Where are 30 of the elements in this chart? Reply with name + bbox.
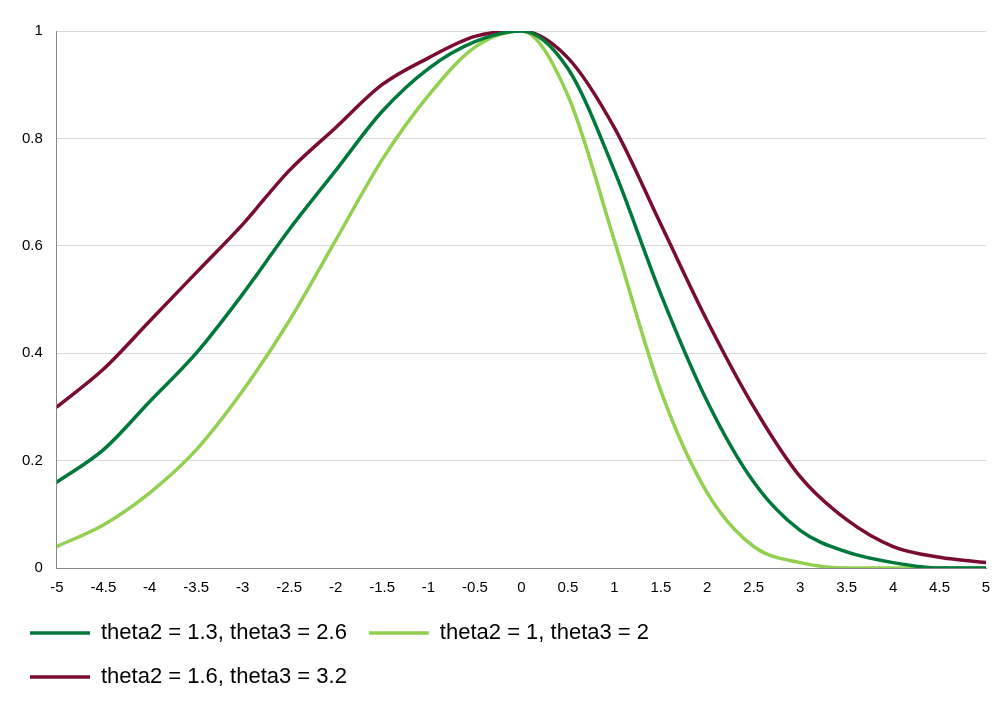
y-tick-label: 0.2 [21, 450, 43, 468]
legend-label: theta2 = 1.3, theta3 = 2.6 [101, 619, 347, 645]
y-tick-label: 0.6 [21, 235, 43, 253]
x-tick-label: 1 [610, 578, 619, 596]
y-tick-label: 0.4 [21, 343, 43, 361]
x-tick-label: -4 [143, 578, 157, 596]
x-tick-label: 2.5 [743, 578, 765, 596]
x-tick-label: 3 [796, 578, 805, 596]
x-tick-label: -5 [50, 578, 64, 596]
x-tick-label: -3.5 [183, 578, 210, 596]
x-tick-label: 5 [981, 578, 991, 596]
x-tick-label: -4.5 [90, 578, 117, 596]
x-tick-label: 4.5 [929, 578, 950, 596]
x-tick-label: -0.5 [462, 578, 488, 596]
x-tick-label: 2 [703, 578, 712, 596]
x-tick-label: -1 [421, 578, 436, 596]
x-tick-label: 4 [888, 578, 898, 596]
y-tick-label: 0 [34, 558, 43, 576]
x-tick-label: -1.5 [369, 578, 395, 596]
x-tick-label: -2 [328, 578, 343, 596]
x-tick-label: -3 [236, 578, 250, 596]
y-tick-label: 0.8 [21, 128, 43, 146]
legend-label: theta2 = 1.6, theta3 = 3.2 [101, 663, 347, 689]
legend-label: theta2 = 1, theta3 = 2 [439, 619, 650, 645]
x-tick-label: -2.5 [276, 578, 303, 596]
x-tick-label: 0.5 [557, 578, 579, 596]
y-tick-label: 1 [34, 21, 43, 39]
x-tick-label: 0 [517, 578, 526, 596]
x-tick-label: 3.5 [836, 578, 858, 596]
x-tick-label: 1.5 [650, 578, 672, 596]
